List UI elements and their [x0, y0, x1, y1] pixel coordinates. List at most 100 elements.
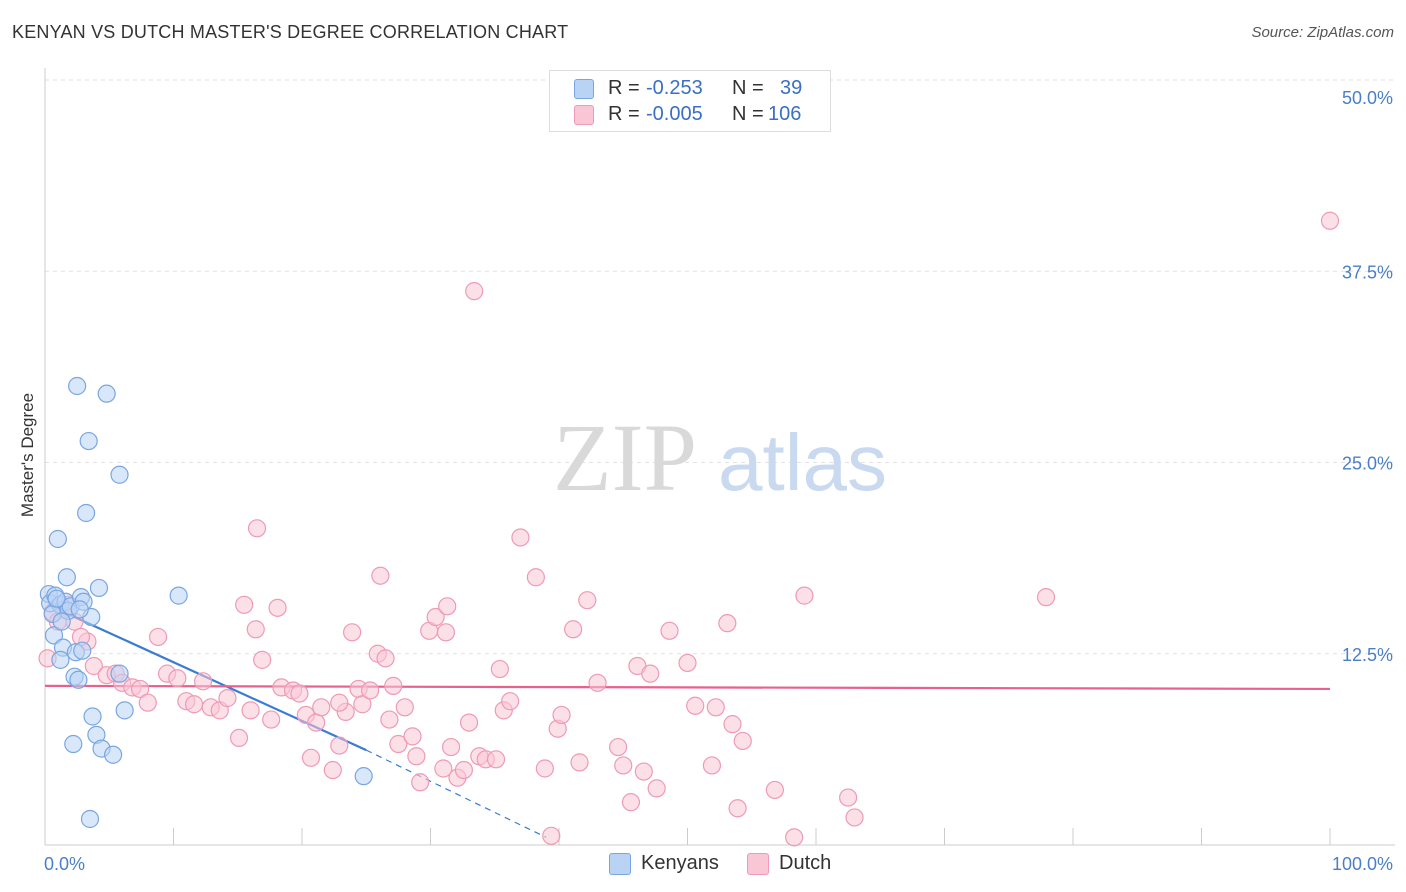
point-dutch	[728, 799, 747, 818]
point-dutch	[718, 614, 737, 633]
legend-r-value: -0.005	[646, 103, 703, 125]
point-dutch	[511, 528, 530, 547]
point-dutch	[376, 649, 395, 668]
point-dutch	[229, 728, 249, 748]
point-kenyans	[52, 612, 71, 631]
point-kenyans	[51, 650, 70, 669]
point-dutch	[371, 566, 390, 585]
point-dutch	[578, 591, 597, 610]
point-dutch	[193, 672, 213, 691]
point-dutch	[380, 710, 399, 729]
point-dutch	[436, 623, 456, 642]
point-dutch	[426, 607, 445, 627]
stats-legend: R = -0.253 N = 39 R = -0.005 N = 106	[549, 70, 831, 132]
x-tick-label: 0.0%	[44, 854, 85, 874]
point-kenyans	[77, 503, 96, 523]
legend-r-label: R =	[608, 77, 640, 99]
point-dutch	[526, 568, 545, 587]
point-dutch	[395, 698, 414, 717]
point-dutch	[845, 808, 864, 827]
point-dutch	[301, 748, 321, 767]
point-dutch	[330, 736, 349, 755]
point-kenyans	[104, 745, 123, 764]
point-dutch	[702, 756, 722, 775]
series-label-kenyans: Kenyans	[641, 852, 719, 874]
point-dutch	[389, 734, 408, 754]
point-dutch	[542, 826, 561, 845]
point-dutch	[384, 676, 403, 695]
series-swatch-kenyans	[609, 853, 631, 875]
y-tick-label: 50.0%	[1342, 88, 1393, 108]
point-dutch	[839, 788, 858, 807]
point-dutch	[647, 779, 666, 798]
point-dutch	[660, 621, 679, 640]
point-kenyans	[69, 670, 88, 689]
point-dutch	[1320, 211, 1340, 230]
point-dutch	[407, 747, 426, 766]
point-dutch	[733, 731, 752, 751]
point-kenyans	[68, 376, 87, 396]
point-dutch	[148, 627, 168, 647]
point-dutch	[486, 750, 506, 769]
x-tick-label: 100.0%	[1332, 854, 1393, 874]
point-dutch	[641, 664, 660, 683]
point-dutch	[403, 727, 422, 746]
legend-swatch-kenyans	[574, 79, 594, 99]
point-dutch	[130, 679, 150, 699]
point-kenyans	[89, 578, 109, 598]
point-dutch	[218, 689, 237, 708]
point-dutch	[552, 705, 571, 725]
point-kenyans	[47, 589, 66, 608]
point-dutch	[588, 673, 607, 692]
source-credit: Source: ZipAtlas.com	[1251, 24, 1394, 41]
point-dutch	[411, 773, 430, 792]
point-dutch	[438, 597, 457, 616]
legend-n-value: 39	[780, 77, 803, 99]
legend-swatch-dutch	[574, 105, 594, 125]
legend-r-label: R =	[608, 103, 640, 125]
point-kenyans	[73, 641, 92, 660]
watermark-atlas: atlas	[718, 418, 887, 507]
point-dutch	[307, 713, 326, 732]
y-axis-label: Master's Degree	[18, 393, 37, 517]
point-kenyans	[83, 707, 102, 726]
legend-n-value: 106	[768, 103, 802, 125]
chart-title: KENYAN VS DUTCH MASTER'S DEGREE CORRELAT…	[12, 22, 569, 42]
point-kenyans	[79, 431, 98, 451]
point-kenyans	[110, 664, 129, 683]
series-label-dutch: Dutch	[779, 852, 832, 874]
point-dutch	[138, 693, 157, 712]
point-dutch	[621, 793, 641, 812]
point-dutch	[330, 693, 349, 712]
point-dutch	[312, 698, 331, 717]
point-dutch	[323, 760, 342, 780]
point-dutch	[434, 759, 453, 778]
point-dutch	[490, 659, 509, 679]
point-dutch	[614, 756, 633, 775]
point-dutch	[1036, 588, 1056, 607]
point-kenyans	[44, 626, 64, 645]
point-dutch	[609, 737, 628, 757]
legend-n-label: N =	[732, 103, 764, 125]
trend-line-dutch	[44, 684, 1331, 691]
point-dutch	[241, 701, 260, 720]
axes	[44, 68, 1395, 846]
point-dutch	[235, 595, 254, 614]
point-dutch	[184, 695, 204, 714]
legend-r-value: -0.253	[646, 77, 703, 99]
point-dutch	[678, 653, 697, 673]
point-dutch	[343, 623, 362, 642]
point-dutch	[765, 780, 784, 800]
data-points	[38, 211, 1340, 847]
y-tick-label: 37.5%	[1342, 262, 1393, 282]
legend-n-label: N =	[732, 77, 764, 99]
grid-lines	[45, 79, 1395, 655]
point-dutch	[570, 753, 589, 772]
point-dutch	[253, 650, 272, 669]
point-dutch	[246, 620, 265, 639]
point-kenyans	[97, 384, 116, 403]
point-dutch	[84, 656, 103, 676]
y-tick-label: 25.0%	[1342, 454, 1393, 474]
point-dutch	[501, 692, 520, 711]
